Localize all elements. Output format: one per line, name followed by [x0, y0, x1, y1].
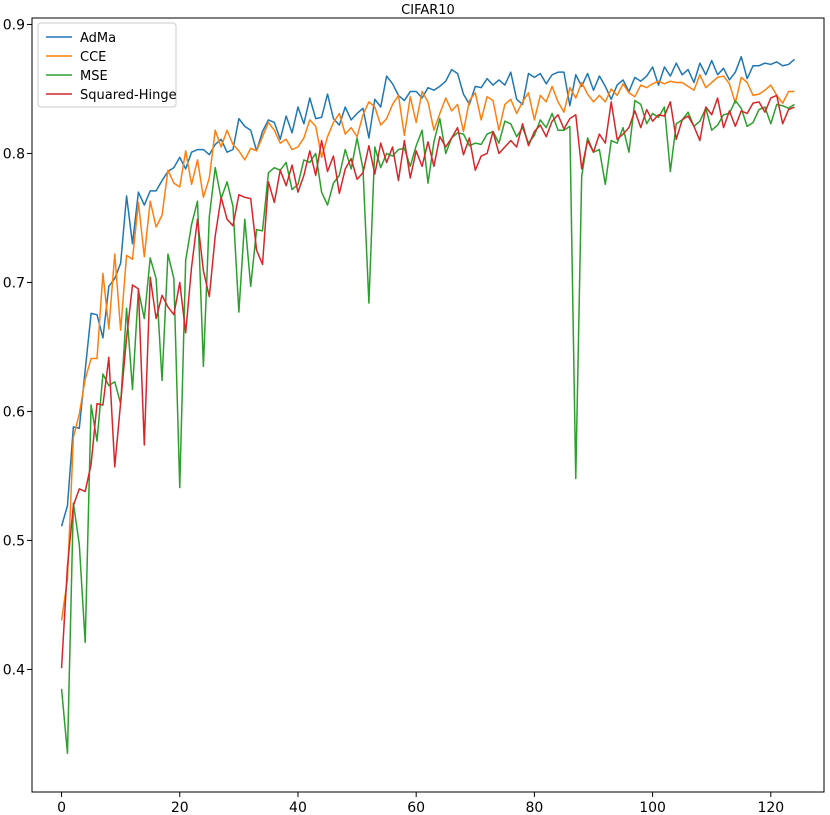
series-line-mse [60, 99, 795, 755]
y-axis: 0.4 0.5 0.6 0.7 0.8 0.9 [3, 17, 32, 678]
legend-box [37, 22, 177, 108]
plot-area-frame [31, 17, 825, 793]
series-line-adma [60, 55, 795, 527]
x-tick-label: 100 [639, 800, 666, 815]
x-axis: 0 20 40 60 80 100 120 [57, 792, 784, 815]
y-tick-label: 0.5 [3, 533, 25, 549]
y-tick-label: 0.7 [3, 275, 25, 291]
x-tick-label: 60 [407, 800, 425, 815]
x-tick-label: 120 [757, 800, 784, 815]
legend-label: MSE [80, 69, 108, 84]
x-tick-label: 0 [57, 800, 66, 815]
y-tick-label: 0.8 [3, 146, 25, 162]
legend-label: CCE [80, 50, 106, 65]
x-tick-label: 40 [289, 800, 307, 815]
x-tick-label: 80 [525, 800, 543, 815]
legend-label: Squared-Hinge [80, 88, 177, 103]
series-lines [60, 55, 795, 755]
y-tick-label: 0.4 [3, 662, 25, 678]
series-line-cce [60, 74, 795, 621]
y-tick-label: 0.9 [3, 17, 25, 33]
legend: AdMa CCE MSE Squared-Hinge [37, 22, 177, 108]
legend-label: AdMa [80, 31, 116, 46]
series-line-squared-hinge [60, 94, 795, 669]
chart-title: CIFAR10 [401, 3, 455, 18]
x-tick-label: 20 [171, 800, 189, 815]
y-tick-label: 0.6 [3, 404, 25, 420]
